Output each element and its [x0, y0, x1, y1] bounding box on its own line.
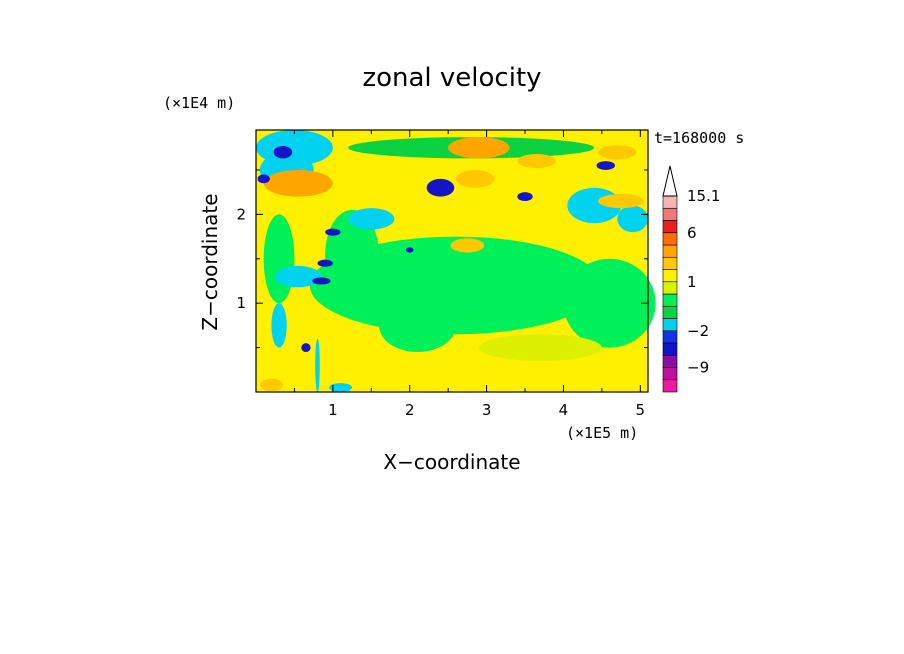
- field-region: [257, 174, 270, 184]
- colorbar-swatch: [662, 305, 678, 319]
- field-region: [450, 238, 485, 253]
- x-tick-label: 1: [328, 401, 338, 419]
- heatmap-field: [256, 130, 656, 392]
- field-region: [598, 193, 645, 209]
- field-region: [596, 161, 615, 170]
- colorbar-swatch: [662, 318, 678, 332]
- x-tick-label: 4: [559, 401, 569, 419]
- field-region: [275, 265, 322, 288]
- colorbar-swatch: [662, 269, 678, 283]
- colorbar-label: 1: [687, 273, 697, 291]
- colorbar-swatch: [662, 232, 678, 246]
- plot-frame: [255, 129, 649, 393]
- colorbar-label: −2: [687, 322, 709, 340]
- field-region: [448, 137, 510, 159]
- colorbar-swatch: [662, 207, 678, 221]
- time-label: t=168000 s: [654, 129, 744, 147]
- y-axis-ticks: 12: [236, 169, 648, 349]
- field-region: [517, 153, 556, 169]
- x-tick-label: 5: [636, 401, 646, 419]
- field-region: [315, 338, 320, 392]
- field-region: [455, 169, 495, 188]
- chart-title: zonal velocity: [362, 63, 541, 93]
- field-region: [329, 383, 353, 392]
- colorbar-swatch: [662, 330, 678, 344]
- x-tick-label: 3: [482, 401, 492, 419]
- colorbar-swatch: [662, 195, 678, 209]
- x-tick-label: 2: [405, 401, 415, 419]
- colorbar-swatch: [662, 367, 678, 381]
- field-region: [325, 228, 341, 236]
- field-region: [517, 192, 533, 202]
- field-region: [312, 277, 331, 285]
- colorbar-swatch: [662, 281, 678, 295]
- field-region: [256, 130, 333, 166]
- field-region: [405, 247, 414, 253]
- colorbar-label: 6: [687, 224, 697, 242]
- colorbar-swatch: [662, 256, 678, 270]
- colorbar-swatch: [662, 342, 678, 356]
- x-axis-unit: (×1E5 m): [566, 424, 638, 442]
- field-region: [271, 303, 287, 348]
- colorbar-swatch: [662, 220, 678, 234]
- y-tick-label: 1: [236, 294, 246, 312]
- colorbar-swatch: [662, 244, 678, 258]
- colorbar-label: −9: [687, 359, 709, 377]
- field-region: [348, 208, 395, 230]
- colorbar: 15.1 6 1 −2 −9: [662, 165, 720, 393]
- y-axis-label: Z−coordinate: [198, 193, 222, 330]
- y-axis-unit: (×1E4 m): [163, 94, 235, 112]
- field-region: [301, 343, 311, 353]
- colorbar-label: 15.1: [687, 187, 720, 205]
- x-axis-ticks: 1 2 3 4 5: [293, 130, 646, 419]
- colorbar-overflow-arrow: [662, 165, 678, 197]
- field-region: [273, 145, 293, 159]
- colorbar-swatch: [662, 293, 678, 307]
- colorbar-swatch: [662, 379, 678, 393]
- field-region: [309, 236, 602, 335]
- y-tick-label: 2: [236, 205, 246, 223]
- field-region: [304, 356, 323, 384]
- field-region: [617, 205, 648, 233]
- field-region: [563, 258, 656, 348]
- field-region: [378, 298, 456, 353]
- field-region: [259, 378, 283, 392]
- field-region: [426, 178, 455, 197]
- colorbar-swatch: [662, 354, 678, 368]
- x-axis-label: X−coordinate: [383, 450, 520, 474]
- field-region: [598, 145, 637, 160]
- field-region: [317, 259, 333, 267]
- field-region: [478, 334, 602, 361]
- field-region: [263, 214, 295, 304]
- field-region: [263, 169, 333, 197]
